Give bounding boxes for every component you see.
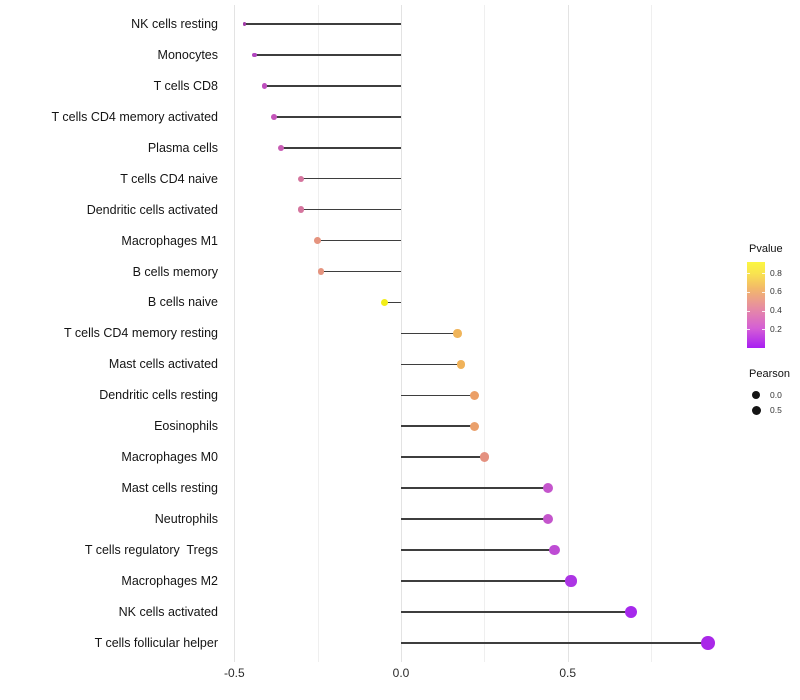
y-axis-label: T cells CD4 memory resting — [64, 326, 218, 341]
lollipop-dot — [297, 175, 305, 182]
lollipop-stem — [300, 177, 401, 180]
lollipop-stem — [401, 611, 632, 613]
lollipop-dot — [314, 237, 322, 244]
lollipop-dot — [261, 83, 268, 89]
colorbar-tick — [747, 291, 750, 293]
lollipop-dot — [297, 206, 305, 213]
lollipop-dot — [542, 513, 553, 525]
lollipop-stem — [384, 301, 401, 304]
y-axis-label: T cells CD4 memory activated — [51, 109, 219, 124]
pearson-legend-dot — [752, 391, 760, 399]
colorbar-tick — [747, 310, 750, 312]
lollipop-stem — [317, 239, 401, 242]
y-axis-label: Macrophages M2 — [121, 573, 218, 588]
colorbar-tick-label: 0.6 — [770, 286, 782, 297]
lollipop-stem — [401, 363, 461, 366]
lollipop-dot — [549, 544, 560, 556]
lollipop-stem — [401, 394, 475, 397]
colorbar-tick — [762, 310, 765, 312]
lollipop-dot — [479, 452, 490, 462]
y-axis-label: T cells regulatory Tregs — [84, 542, 218, 557]
lollipop-dot — [700, 635, 715, 650]
lollipop-stem — [244, 23, 401, 25]
y-axis-label: B cells memory — [132, 264, 218, 279]
y-axis-label: Mast cells activated — [108, 357, 218, 372]
lollipop-dot — [624, 605, 638, 619]
y-axis-label: B cells naive — [147, 295, 218, 310]
lollipop-stem — [401, 580, 572, 582]
pearson-legend-label: 0.0 — [770, 389, 782, 400]
y-axis-label: Neutrophils — [154, 512, 218, 527]
y-axis-label: T cells CD8 — [153, 78, 218, 93]
y-axis-label: Macrophages M1 — [121, 233, 218, 248]
gridline-minor — [317, 5, 319, 662]
y-axis-label: NK cells activated — [118, 604, 218, 619]
lollipop-dot — [469, 390, 479, 400]
lollipop-dot — [242, 22, 247, 26]
pvalue-legend-title: Pvalue — [749, 243, 783, 255]
lollipop-stem — [401, 549, 555, 551]
lollipop-stem — [401, 642, 708, 644]
y-axis-label: Eosinophils — [154, 419, 218, 434]
gridline-minor — [484, 5, 486, 662]
y-axis-label: Mast cells resting — [121, 481, 218, 496]
lollipop-dot — [453, 329, 462, 338]
lollipop-dot — [277, 144, 285, 151]
lollipop-stem — [300, 208, 401, 211]
lollipop-dot — [456, 360, 466, 369]
lollipop-stem — [280, 147, 401, 149]
colorbar-tick-label: 0.2 — [770, 323, 782, 334]
lollipop-dot — [252, 52, 257, 58]
y-axis-label: Monocytes — [157, 47, 218, 62]
y-axis-label: Dendritic cells resting — [99, 388, 218, 403]
gridline-major — [567, 5, 569, 662]
colorbar-tick — [762, 273, 765, 275]
lollipop-stem — [401, 332, 458, 335]
colorbar-tick-label: 0.8 — [770, 267, 782, 278]
y-axis-label: T cells CD4 naive — [120, 171, 218, 186]
pearson-legend-label: 0.5 — [770, 405, 782, 415]
lollipop-stem — [264, 85, 401, 87]
lollipop-dot — [380, 298, 389, 307]
lollipop-dot — [271, 113, 278, 120]
gridline-major — [234, 5, 236, 662]
pvalue-colorbar — [747, 262, 765, 348]
x-axis-tick-label: 0.0 — [392, 666, 410, 680]
x-axis-tick-label: 0.5 — [559, 666, 577, 680]
lollipop-stem — [401, 425, 475, 427]
gridline-minor — [651, 5, 653, 662]
lollipop-stem — [401, 487, 548, 489]
pearson-legend-title: Pearson — [749, 368, 790, 380]
lollipop-stem — [274, 116, 401, 118]
colorbar-tick — [762, 291, 765, 293]
pearson-legend-dot — [751, 406, 761, 415]
colorbar-tick-label: 0.4 — [770, 305, 782, 316]
lollipop-dot — [317, 268, 325, 275]
colorbar-tick — [747, 329, 750, 331]
lollipop-stem — [254, 54, 401, 56]
x-axis-tick-label: -0.5 — [223, 666, 245, 680]
lollipop-dot — [565, 575, 577, 587]
y-axis-label: Dendritic cells activated — [86, 202, 218, 217]
y-axis-label: Plasma cells — [147, 140, 218, 155]
y-axis-label: Macrophages M0 — [121, 450, 218, 465]
lollipop-dot — [542, 483, 553, 494]
y-axis-label: T cells follicular helper — [94, 635, 218, 650]
lollipop-stem — [320, 270, 401, 273]
colorbar-tick — [747, 273, 750, 275]
lollipop-stem — [401, 518, 548, 520]
y-axis-label: NK cells resting — [131, 17, 218, 31]
lollipop-stem — [401, 456, 485, 458]
colorbar-tick — [762, 329, 765, 331]
lollipop-dot — [469, 421, 479, 431]
